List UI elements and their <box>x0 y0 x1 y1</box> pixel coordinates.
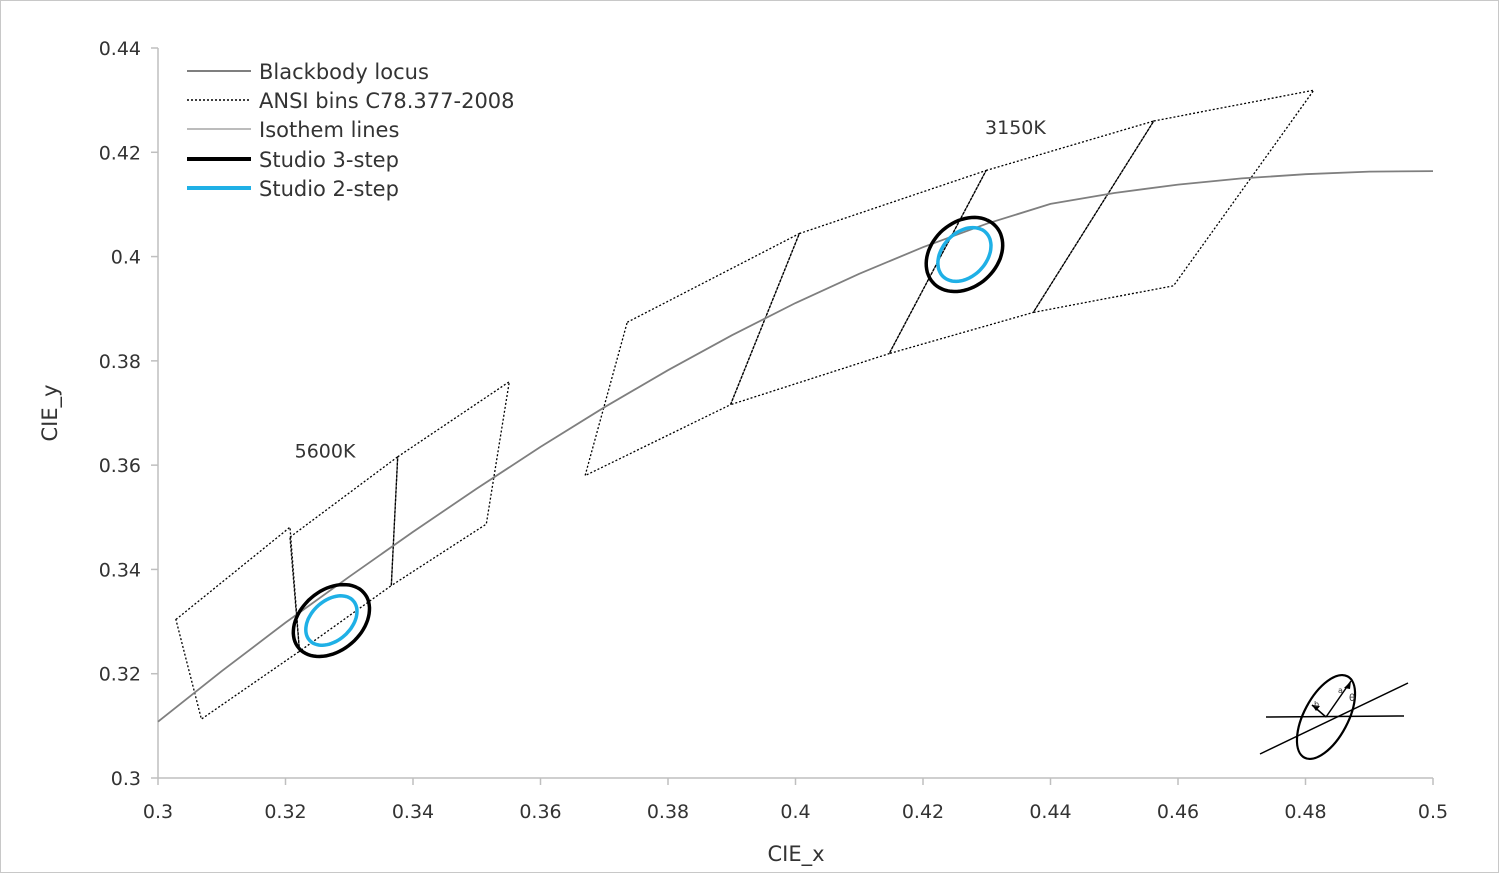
x-tick-labels: 0.3 0.32 0.34 0.36 0.38 0.4 0.42 0.44 0.46 0.48 0.… <box>143 778 1448 823</box>
ansi-bin-quadrangle <box>585 234 799 476</box>
plot-ellipses <box>293 217 1002 656</box>
svg-text:b: b <box>1314 700 1319 709</box>
annotations: 5600K 3150K <box>295 117 1047 462</box>
x-tick-label: 0.42 <box>902 801 944 823</box>
y-tick-label: 0.34 <box>99 559 141 581</box>
cct-annotation: 3150K <box>985 117 1046 139</box>
cct-annotation: 5600K <box>295 440 356 462</box>
ansi-bin-quadrangle <box>731 171 987 405</box>
y-tick-labels: 0.3 0.32 0.34 0.36 0.38 0.4 0.42 0.44 <box>99 38 158 790</box>
x-tick-label: 0.4 <box>780 801 810 823</box>
y-tick-label: 0.32 <box>99 664 141 686</box>
x-tick-label: 0.5 <box>1418 801 1448 823</box>
x-tick-label: 0.48 <box>1284 801 1326 823</box>
ansi-bin-quadrangle <box>391 382 509 586</box>
legend-label-isotherm: Isothem lines <box>259 118 399 142</box>
svg-text:θ: θ <box>1349 693 1355 704</box>
y-tick-label: 0.3 <box>111 768 141 790</box>
ansi-bin-quadrangle <box>1033 90 1314 312</box>
x-tick-label: 0.3 <box>143 801 173 823</box>
ansi-bin-quadrangle <box>176 527 300 719</box>
ellipse-axes-diagram-icon: a b θ <box>1260 666 1408 768</box>
legend-label-blackbody: Blackbody locus <box>259 60 429 84</box>
ansi-bin-quadrangle <box>889 121 1154 354</box>
studio-2-step-ellipse <box>938 228 991 282</box>
y-tick-label: 0.38 <box>99 351 141 373</box>
legend-label-ansi: ANSI bins C78.377-2008 <box>259 89 515 113</box>
y-tick-label: 0.4 <box>111 247 141 269</box>
y-axis-title: CIE_y <box>38 384 63 441</box>
x-tick-label: 0.36 <box>519 801 561 823</box>
x-axis-title: CIE_x <box>767 842 824 867</box>
x-tick-label: 0.34 <box>392 801 434 823</box>
x-tick-label: 0.44 <box>1029 801 1071 823</box>
legend-label-studio2: Studio 2-step <box>259 177 399 201</box>
svg-text:a: a <box>1338 686 1343 695</box>
x-tick-label: 0.32 <box>264 801 306 823</box>
y-tick-label: 0.42 <box>99 142 141 164</box>
legend: Blackbody locus ANSI bins C78.377-2008 I… <box>187 60 515 201</box>
y-tick-label: 0.44 <box>99 38 141 60</box>
legend-label-studio3: Studio 3-step <box>259 148 399 172</box>
x-tick-label: 0.38 <box>647 801 689 823</box>
y-tick-label: 0.36 <box>99 455 141 477</box>
studio-3-step-ellipse <box>293 585 369 657</box>
x-tick-label: 0.46 <box>1157 801 1199 823</box>
